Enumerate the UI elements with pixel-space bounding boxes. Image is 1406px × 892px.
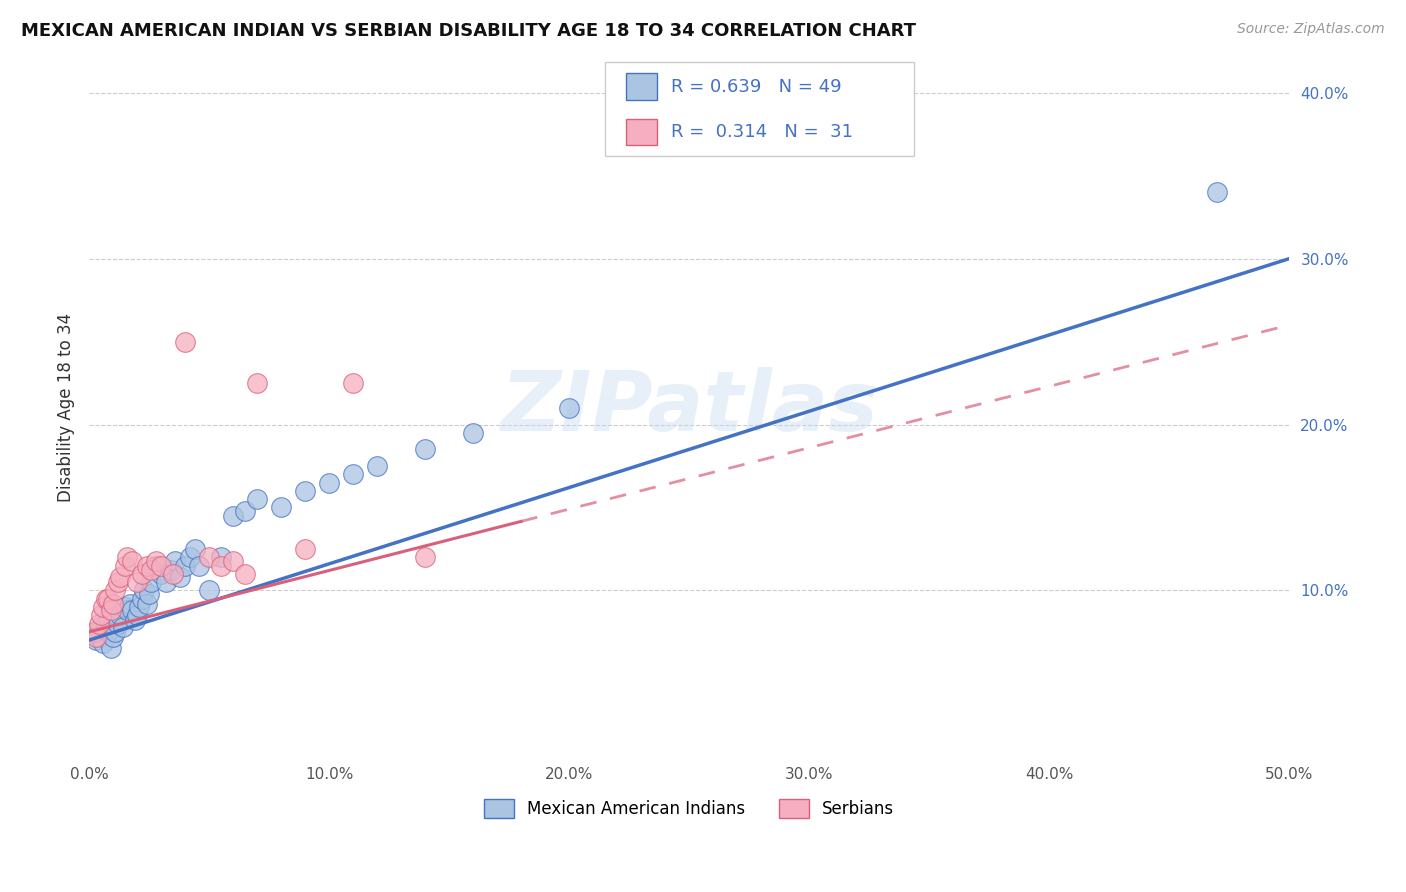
Point bbox=[294, 483, 316, 498]
Point bbox=[114, 599, 136, 614]
Point bbox=[111, 620, 134, 634]
Text: Source: ZipAtlas.com: Source: ZipAtlas.com bbox=[1237, 22, 1385, 37]
Point bbox=[87, 616, 110, 631]
Point bbox=[1206, 186, 1229, 200]
Point bbox=[159, 564, 181, 578]
Point bbox=[121, 553, 143, 567]
Legend: Mexican American Indians, Serbians: Mexican American Indians, Serbians bbox=[478, 792, 901, 824]
Point bbox=[84, 633, 107, 648]
Point bbox=[188, 558, 211, 573]
Point bbox=[104, 624, 127, 639]
Point bbox=[110, 608, 132, 623]
Point bbox=[118, 597, 141, 611]
Point bbox=[117, 603, 139, 617]
Text: ZIPatlas: ZIPatlas bbox=[501, 368, 879, 449]
Point bbox=[117, 550, 139, 565]
Point bbox=[294, 541, 316, 556]
Point bbox=[135, 558, 157, 573]
Point bbox=[342, 467, 364, 482]
Point bbox=[114, 558, 136, 573]
Point bbox=[101, 597, 124, 611]
Point bbox=[97, 624, 120, 639]
Point bbox=[138, 587, 160, 601]
Point bbox=[110, 570, 132, 584]
Point bbox=[131, 566, 153, 581]
Point bbox=[183, 541, 205, 556]
Text: MEXICAN AMERICAN INDIAN VS SERBIAN DISABILITY AGE 18 TO 34 CORRELATION CHART: MEXICAN AMERICAN INDIAN VS SERBIAN DISAB… bbox=[21, 22, 917, 40]
Point bbox=[342, 376, 364, 390]
Point bbox=[101, 630, 124, 644]
Point bbox=[100, 603, 122, 617]
Point bbox=[246, 492, 269, 507]
Point bbox=[150, 566, 173, 581]
Point bbox=[83, 624, 105, 639]
Point bbox=[246, 376, 269, 390]
Point bbox=[83, 624, 105, 639]
Point bbox=[169, 570, 191, 584]
Point bbox=[121, 603, 143, 617]
Point bbox=[145, 558, 167, 573]
Point bbox=[134, 583, 156, 598]
Point bbox=[318, 475, 340, 490]
Point bbox=[90, 608, 112, 623]
Point bbox=[174, 334, 197, 349]
Point bbox=[198, 583, 221, 598]
Point bbox=[413, 442, 436, 457]
Point bbox=[131, 591, 153, 606]
Point bbox=[150, 558, 173, 573]
Point bbox=[270, 500, 292, 515]
Y-axis label: Disability Age 18 to 34: Disability Age 18 to 34 bbox=[58, 313, 75, 502]
Point bbox=[233, 566, 256, 581]
Point bbox=[94, 591, 117, 606]
Point bbox=[145, 553, 167, 567]
Point bbox=[141, 575, 163, 590]
Point bbox=[94, 616, 117, 631]
Point bbox=[222, 553, 245, 567]
Point bbox=[87, 630, 110, 644]
Point bbox=[413, 550, 436, 565]
Point bbox=[209, 550, 232, 565]
Point bbox=[222, 508, 245, 523]
Point bbox=[124, 613, 146, 627]
Point bbox=[162, 566, 184, 581]
Point bbox=[104, 583, 127, 598]
Point bbox=[461, 425, 484, 440]
Point bbox=[107, 575, 129, 590]
Point bbox=[93, 636, 115, 650]
Point bbox=[125, 608, 148, 623]
Point bbox=[366, 458, 388, 473]
Point bbox=[90, 620, 112, 634]
Point bbox=[97, 591, 120, 606]
Point bbox=[233, 504, 256, 518]
Point bbox=[155, 575, 177, 590]
Point bbox=[135, 597, 157, 611]
Text: R = 0.639   N = 49: R = 0.639 N = 49 bbox=[671, 78, 841, 95]
Text: R =  0.314   N =  31: R = 0.314 N = 31 bbox=[671, 123, 852, 141]
Point bbox=[100, 641, 122, 656]
Point bbox=[198, 550, 221, 565]
Point bbox=[209, 558, 232, 573]
Point bbox=[125, 575, 148, 590]
Point bbox=[141, 564, 163, 578]
Point bbox=[93, 599, 115, 614]
Point bbox=[165, 553, 187, 567]
Point bbox=[107, 616, 129, 631]
Point bbox=[84, 630, 107, 644]
Point bbox=[558, 401, 581, 415]
Point bbox=[174, 558, 197, 573]
Point bbox=[128, 599, 150, 614]
Point bbox=[179, 550, 201, 565]
